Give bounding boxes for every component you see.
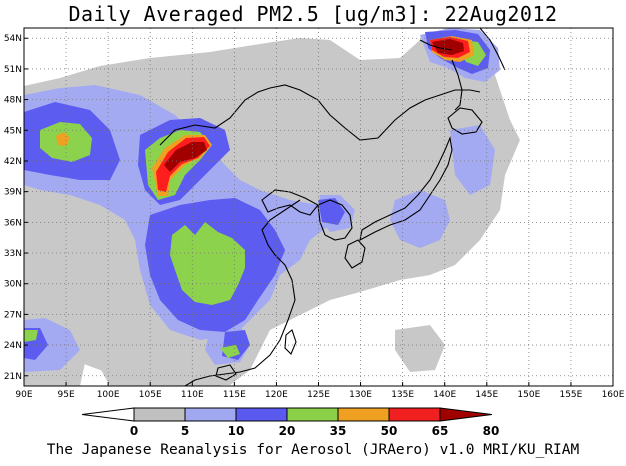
colorbar-label: 5	[181, 424, 189, 438]
japan-honshu	[359, 136, 453, 242]
colorbar-high-arrow	[439, 407, 493, 422]
green-region-china	[170, 222, 245, 305]
lat-label: 36N	[4, 218, 22, 228]
lon-label: 125E	[307, 390, 330, 400]
lat-label: 54N	[4, 34, 22, 44]
lon-label: 145E	[475, 390, 498, 400]
japan-kyushu	[344, 239, 366, 269]
taiwan	[284, 329, 297, 355]
colorbar-label: 20	[279, 424, 296, 438]
colorbar-swatch	[184, 407, 237, 422]
lon-label: 135E	[391, 390, 414, 400]
blue-region-korea	[318, 198, 345, 225]
lon-label: 100E	[97, 390, 120, 400]
colorbar-label: 65	[432, 424, 449, 438]
lat-label: 27N	[4, 310, 22, 320]
lon-label: 120E	[265, 390, 288, 400]
lon-label: 95E	[58, 390, 75, 400]
lat-label: 33N	[4, 249, 22, 259]
sakhalin	[451, 59, 463, 111]
colorbar-label: 0	[130, 424, 138, 438]
colorbar-swatch	[337, 407, 390, 422]
darkred-region-center	[164, 142, 207, 172]
lat-label: 45N	[4, 126, 22, 136]
axis-ticks: 90E 95E 100E 105E 110E 115E 120E 125E 130E 135E 14…	[4, 34, 625, 400]
colorbar-label: 80	[483, 424, 500, 438]
hainan	[215, 364, 237, 381]
lat-label: 30N	[4, 280, 22, 290]
colorbar-swatch	[235, 407, 288, 422]
concentration-field	[24, 28, 520, 386]
gray-region-b	[90, 300, 240, 386]
lat-label: 48N	[4, 96, 22, 106]
lon-label: 140E	[433, 390, 456, 400]
colorbar-swatch	[286, 407, 339, 422]
green-region-south	[220, 345, 240, 358]
lon-label: 110E	[181, 390, 204, 400]
colorbar-label: 35	[330, 424, 347, 438]
green-region-sw	[24, 330, 38, 342]
colorbar-swatch	[133, 407, 186, 422]
lat-label: 42N	[4, 157, 22, 167]
colorbar-label: 50	[381, 424, 398, 438]
lon-label: 155E	[559, 390, 582, 400]
map-title: Daily Averaged PM2.5 [ug/m3]: 22Aug2012	[68, 2, 558, 26]
okhotsk-coast	[419, 28, 506, 71]
lat-label: 39N	[4, 188, 22, 198]
orange-region-west	[56, 132, 70, 146]
lon-label: 90E	[15, 390, 32, 400]
lon-label: 160E	[602, 390, 625, 400]
lightblue-japan	[390, 190, 450, 248]
lon-label: 130E	[349, 390, 372, 400]
japan-hokkaido	[447, 107, 483, 135]
lat-label: 24N	[4, 341, 22, 351]
colorbar: 0 5 10 20 35 50 65 80	[81, 407, 500, 438]
gray-region-c	[395, 325, 445, 372]
korea-coast	[317, 199, 353, 241]
lon-label: 105E	[139, 390, 162, 400]
lat-label: 51N	[4, 65, 22, 75]
colorbar-low-arrow	[81, 407, 135, 422]
lat-label: 21N	[4, 372, 22, 382]
lon-label: 150E	[517, 390, 540, 400]
mainland-coast	[159, 84, 481, 386]
footer-credit: The Japanese Reanalysis for Aerosol (JRA…	[46, 442, 580, 458]
colorbar-swatch	[388, 407, 441, 422]
lon-label: 115E	[223, 390, 246, 400]
darkred-region-north	[432, 39, 464, 55]
lightblue-ne	[450, 125, 495, 195]
coastlines	[159, 28, 506, 386]
colorbar-label: 10	[228, 424, 245, 438]
